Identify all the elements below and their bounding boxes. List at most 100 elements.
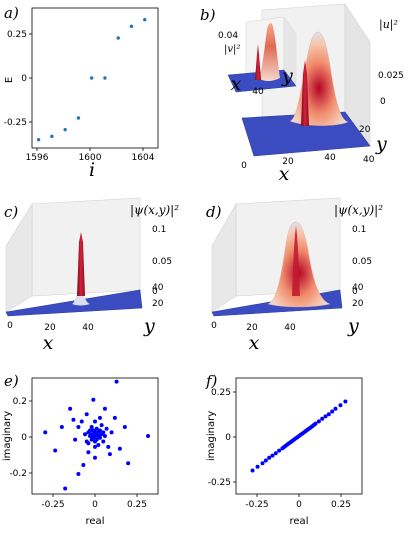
panel-a-ytick-label: 0 bbox=[21, 74, 27, 84]
panel-e-xtick-label: 0.25 bbox=[127, 500, 147, 510]
panel-b-xtick-label: 0 bbox=[241, 161, 247, 171]
panel-d-left-wall bbox=[211, 202, 237, 313]
panel-f-data-point bbox=[277, 448, 282, 453]
panel-c: |ψ(x,y)|² 0.1 0.05 0 0 20 40 20 40 x y bbox=[5, 197, 179, 354]
panel-a-data-point bbox=[36, 137, 41, 142]
panel-b-ytick-label: 40 bbox=[363, 155, 375, 165]
panel-d-ylabel: y bbox=[347, 315, 359, 337]
panel-f-data-point bbox=[255, 464, 260, 469]
panel-b-inset-ztick-label: 0.04 bbox=[218, 31, 238, 41]
panel-a-axes-frame bbox=[31, 7, 159, 149]
panel-f-points bbox=[250, 399, 348, 473]
panel-f-data-point bbox=[260, 461, 265, 466]
panel-e-xlabel: real bbox=[86, 516, 105, 527]
panel-c-xtick-label: 20 bbox=[44, 323, 56, 333]
panel-e-data-point bbox=[79, 419, 84, 424]
panel-e-data-point bbox=[76, 472, 81, 477]
panel-a-data-point bbox=[143, 17, 147, 22]
panel-c-back-wall bbox=[31, 197, 141, 297]
panel-f-xticks: -0.25 0 0.25 bbox=[245, 494, 351, 510]
panel-f: 0.25 0 -0.25 -0.25 0 0.25 imaginary real bbox=[206, 377, 363, 527]
panel-e-ytick-label: -0.2 bbox=[9, 469, 27, 479]
panel-d-xtick-label: 0 bbox=[211, 321, 217, 331]
panel-a-ytick-label: 0.25 bbox=[7, 30, 27, 40]
panel-f-data-point bbox=[273, 451, 278, 456]
panel-e-data-point bbox=[101, 439, 106, 444]
panel-label-a: a) bbox=[4, 4, 19, 22]
panel-f-ytick-label: -0.25 bbox=[208, 478, 231, 488]
panel-e-data-point bbox=[94, 437, 99, 442]
panel-a-xtick-label: 1604 bbox=[132, 153, 155, 163]
panel-e-data-point bbox=[107, 452, 112, 457]
panel-c-ztick-label: 0 bbox=[152, 287, 158, 297]
panel-b-inset-xtick-label: 40 bbox=[252, 87, 264, 97]
panel-e-data-point bbox=[126, 461, 131, 466]
panel-f-data-point bbox=[338, 403, 343, 408]
panel-b-xtick-label: 20 bbox=[282, 157, 294, 167]
panel-f-data-point bbox=[343, 399, 348, 404]
panel-a-points bbox=[36, 17, 147, 142]
panel-b-inset-ylabel: y bbox=[281, 65, 293, 87]
panel-e-data-point bbox=[89, 424, 94, 429]
panel-b-inset-spike bbox=[255, 44, 261, 80]
panel-a-xlabel: i bbox=[89, 159, 95, 181]
panel-e-data-point bbox=[101, 430, 106, 435]
panel-d-xlabel: x bbox=[249, 332, 260, 354]
panel-e-data-point bbox=[63, 486, 68, 491]
panel-e-xtick-label: -0.25 bbox=[41, 500, 64, 510]
panel-e-data-point bbox=[71, 417, 76, 422]
panel-d-ztick-label: 0 bbox=[352, 287, 358, 297]
panel-c-ztick-label: 0.05 bbox=[152, 257, 172, 267]
panel-a-data-point bbox=[76, 116, 81, 120]
panel-e-data-point bbox=[91, 397, 96, 402]
panel-e-ytick-label: 0.2 bbox=[13, 397, 27, 407]
panel-b-xlabel: x bbox=[279, 163, 290, 185]
panel-e-xticks: -0.25 0 0.25 bbox=[41, 494, 147, 510]
panel-e-data-point bbox=[97, 428, 102, 433]
panel-f-ylabel: imaginary bbox=[206, 411, 217, 461]
panel-d-ytick-label: 20 bbox=[352, 299, 364, 309]
panel-d-peak-ridge bbox=[292, 226, 300, 296]
panel-f-ytick-label: 0.25 bbox=[211, 388, 231, 398]
panel-f-data-point bbox=[330, 409, 335, 414]
panel-f-data-point bbox=[267, 455, 272, 460]
panel-label-f: f) bbox=[205, 372, 218, 390]
panel-e-data-point bbox=[97, 415, 102, 420]
panel-f-xtick-label: 0.25 bbox=[331, 500, 351, 510]
panel-f-data-point bbox=[323, 414, 328, 419]
panel-f-xtick-label: -0.25 bbox=[245, 500, 268, 510]
panel-e-data-point bbox=[59, 424, 64, 429]
panel-d-ytick-label: 40 bbox=[352, 283, 364, 293]
panel-a-xticks: 1596 1600 1604 bbox=[26, 148, 155, 163]
panel-label-b: b) bbox=[200, 6, 216, 24]
panel-b: 0.025 0 |u|² 0 20 40 20 40 x y 0.04 |v|²… bbox=[218, 2, 404, 185]
panel-a: 0.25 0 -0.25 1596 1600 1604 E i bbox=[4, 7, 159, 181]
panel-c-ztick-label: 0.1 bbox=[152, 225, 166, 235]
panel-f-ytick-label: 0 bbox=[225, 433, 231, 443]
panel-f-data-point bbox=[326, 412, 331, 417]
panel-label-e: e) bbox=[4, 372, 19, 390]
panel-a-yticks: 0.25 0 -0.25 bbox=[4, 30, 32, 128]
panel-c-ylabel: y bbox=[143, 315, 155, 337]
panel-e-data-point bbox=[104, 426, 109, 431]
panel-e-data-point bbox=[68, 406, 73, 411]
panel-e-data-point bbox=[93, 455, 97, 460]
panel-f-xlabel: real bbox=[290, 516, 309, 527]
panel-a-ylabel: E bbox=[4, 77, 15, 83]
panel-e-ylabel: imaginary bbox=[2, 411, 13, 461]
panel-c-xtick-label: 40 bbox=[82, 323, 94, 333]
panel-e-data-point bbox=[146, 434, 151, 438]
panel-a-xtick-label: 1596 bbox=[26, 153, 49, 163]
panel-e-data-point bbox=[53, 448, 58, 453]
panel-c-left-wall bbox=[5, 202, 33, 313]
panel-c-spike bbox=[77, 232, 85, 296]
panel-f-data-point bbox=[250, 468, 255, 473]
panel-e-data-point bbox=[88, 428, 93, 433]
panel-a-data-point bbox=[103, 76, 107, 80]
panel-e-data-point bbox=[114, 379, 119, 384]
panel-b-inset-zlabel: |v|² bbox=[224, 44, 240, 55]
panel-e-data-point bbox=[122, 424, 127, 429]
panel-e-data-point bbox=[73, 437, 78, 442]
panel-c-xlabel: x bbox=[43, 332, 54, 354]
